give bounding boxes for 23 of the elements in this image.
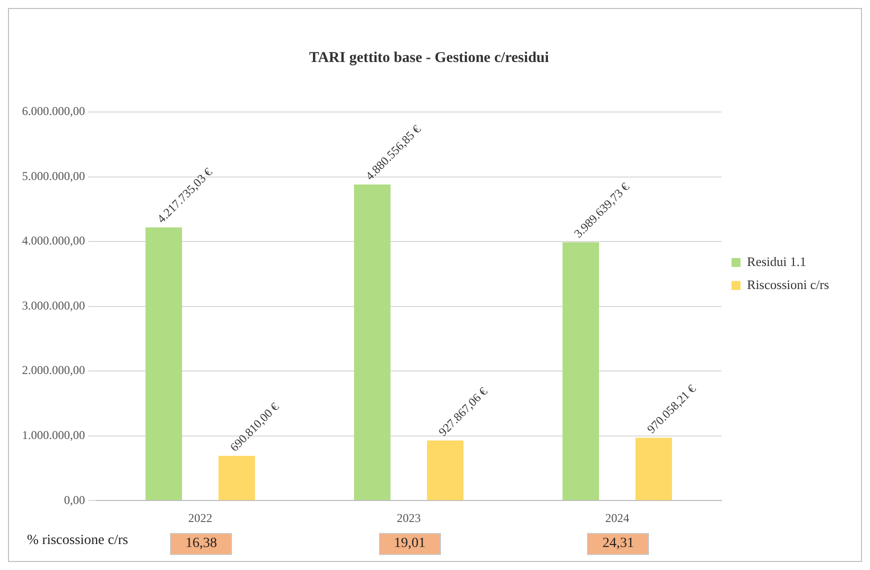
x-tick-label: 2023 — [396, 510, 421, 525]
bar — [354, 184, 391, 500]
chart-title: TARI gettito base - Gestione c/residui — [309, 50, 549, 66]
text: 24,31 — [587, 533, 650, 555]
y-tick-label: 2.000.000,00 — [22, 363, 85, 378]
y-tick-label: 5.000.000,00 — [22, 168, 85, 183]
text: % riscossione c/rs — [27, 533, 128, 549]
bar — [146, 227, 182, 500]
bar — [427, 440, 464, 500]
y-tick-label: 0,00 — [64, 492, 85, 507]
x-tick-label: 2022 — [188, 510, 212, 525]
y-tick-label: 1.000.000,00 — [22, 428, 85, 442]
text: 19,01 — [378, 533, 441, 555]
bar — [636, 438, 672, 500]
y-tick-label: 4.000.000,00 — [22, 234, 85, 248]
y-tick-label: 3.000.000,00 — [22, 298, 85, 312]
text: 16,38 — [170, 533, 232, 555]
bar — [218, 456, 255, 500]
bar — [562, 242, 600, 500]
y-tick-label: 6.000.000,00 — [22, 104, 85, 118]
legend-label: Residui 1.1 — [747, 254, 806, 269]
legend-label: Riscossioni c/rs — [747, 276, 830, 292]
x-tick-label: 2024 — [605, 510, 630, 525]
